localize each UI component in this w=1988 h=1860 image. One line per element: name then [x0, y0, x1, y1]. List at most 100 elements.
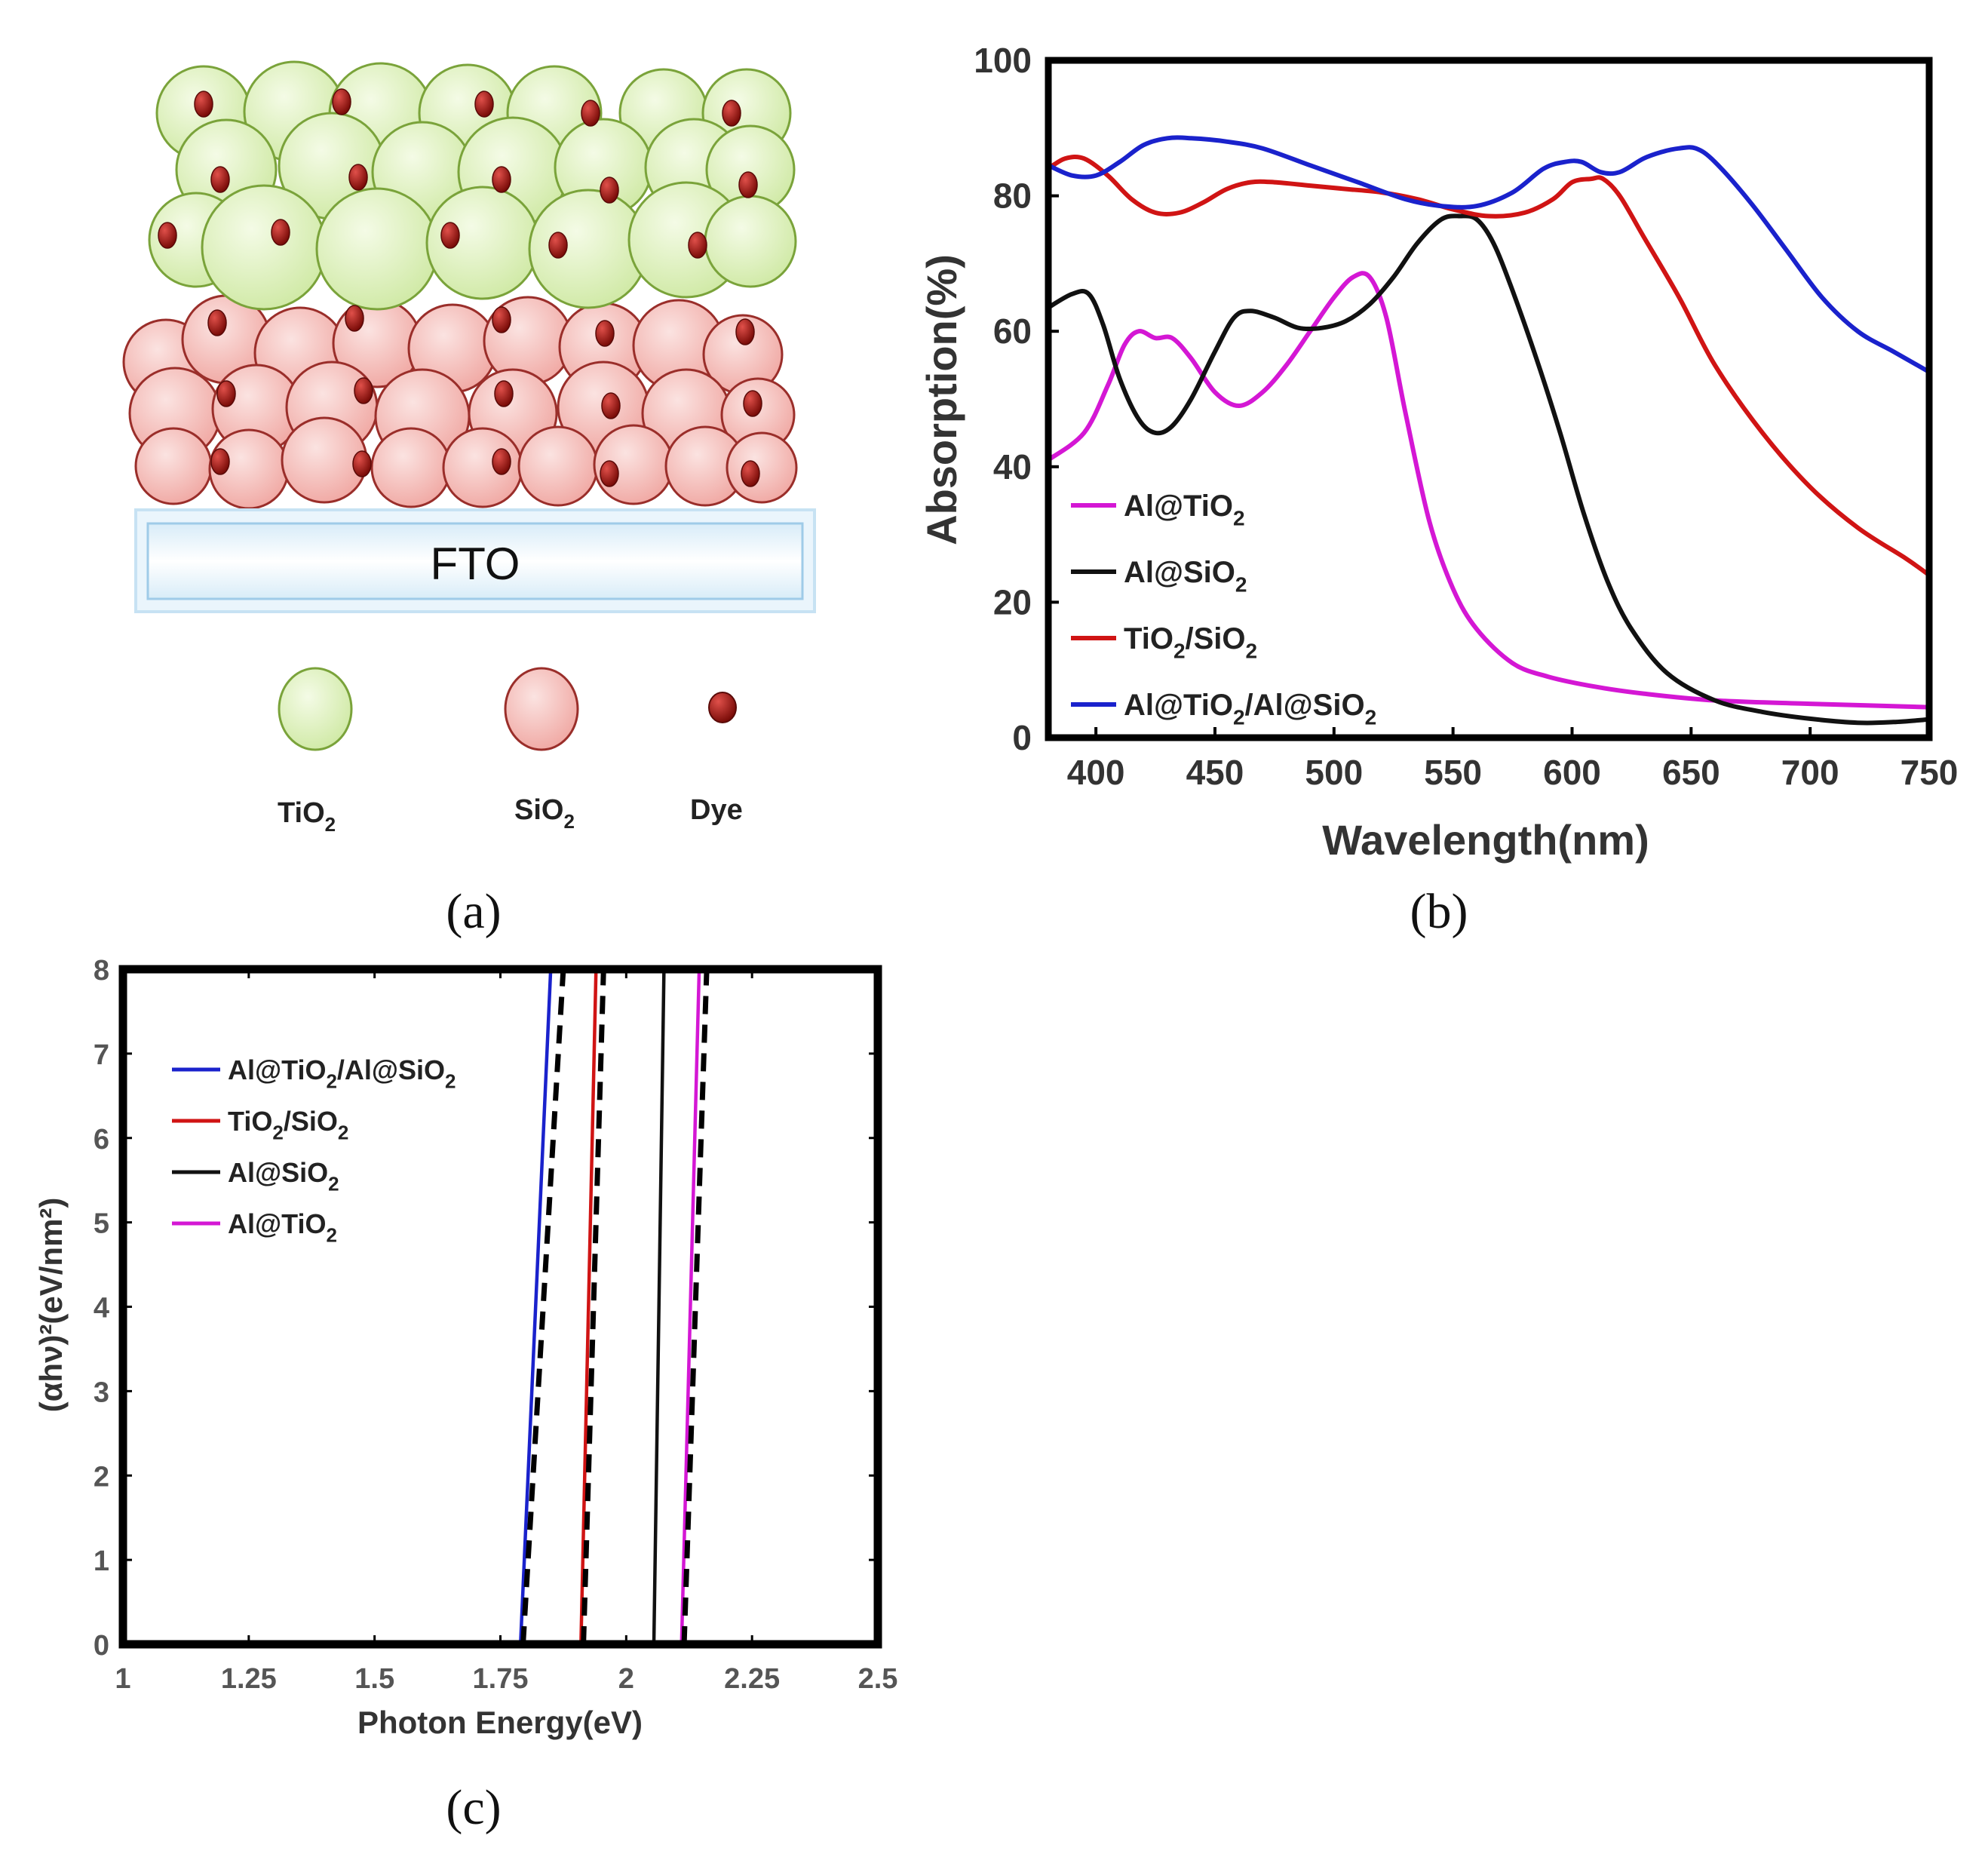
c-legend-label: Al@SiO2 [228, 1157, 339, 1195]
tio2-particle-swatch [278, 667, 353, 751]
dye-molecule [548, 232, 568, 259]
b-legend: Al@TiO2 Al@SiO2 TiO2/SiO2 Al@TiO2/Al@SiO2 [1071, 490, 1376, 729]
tio2-layer [148, 60, 797, 311]
c-x-tick-label: 1.25 [221, 1663, 277, 1695]
c-x-tick-label: 2.25 [724, 1663, 780, 1695]
dye-molecule [494, 380, 514, 407]
sio2-particle-swatch [504, 667, 579, 751]
b-x-tick-label: 650 [1662, 753, 1720, 792]
dye-molecule [332, 88, 351, 115]
fit-al-tio2-al-sio2 [520, 968, 566, 1645]
b-legend-label: TiO2/SiO2 [1124, 622, 1257, 663]
b-x-tick-label: 550 [1424, 753, 1482, 792]
dye-molecule [474, 91, 494, 118]
b-x-tick-label: 750 [1901, 753, 1959, 792]
dye-molecule [207, 309, 227, 336]
dye-molecule [738, 171, 758, 198]
b-series-line-al-sio2 [1046, 213, 1931, 726]
dye-molecule [741, 460, 760, 487]
caption-b: (b) [1410, 884, 1468, 939]
legend-a-tio2-label: TiO [278, 797, 325, 829]
legend-a-sio2: SiO2 [504, 667, 579, 833]
b-x-tick-label: 450 [1186, 753, 1244, 792]
dye-molecule [354, 377, 373, 404]
c-y-tick-label: 5 [94, 1208, 109, 1240]
sio2-particle [726, 431, 798, 504]
b-plot-frame [1045, 57, 1933, 741]
b-x-tick-label: 700 [1781, 753, 1839, 792]
sio2-particle [134, 427, 213, 505]
b-legend-label: Al@TiO2 [1124, 490, 1245, 530]
b-y-tick-label: 80 [993, 176, 1032, 216]
dye-molecule [216, 380, 236, 407]
c-y-tick-label: 4 [94, 1293, 109, 1324]
b-y-axis-label: Absorption(%) [918, 254, 965, 545]
fto-label: FTO [431, 539, 520, 589]
c-y-tick-label: 0 [94, 1630, 109, 1662]
dye-molecule [601, 392, 621, 419]
b-y-tick-label: 100 [974, 41, 1032, 80]
c-y-tick-label: 8 [94, 955, 109, 987]
dye-layer [158, 88, 762, 487]
dye-molecule [492, 306, 511, 333]
legend-a-sio2-label: SiO [514, 794, 563, 826]
dye-molecule [210, 448, 230, 475]
c-y-tick-label: 6 [94, 1124, 109, 1156]
caption-c: (c) [446, 1780, 501, 1835]
b-legend-label: Al@SiO2 [1124, 556, 1247, 597]
c-y-tick-label: 7 [94, 1039, 109, 1071]
svg-text:SiO2: SiO2 [514, 794, 575, 833]
dye-particle-swatch [708, 692, 737, 723]
dye-molecule [492, 166, 511, 193]
b-x-tick-label: 400 [1067, 753, 1125, 792]
b-x-tick-label: 500 [1305, 753, 1363, 792]
svg-text:TiO2: TiO2 [278, 797, 336, 836]
dye-molecule [595, 320, 615, 347]
b-series-line-al-tio2 [1046, 271, 1931, 710]
dye-molecule [743, 390, 762, 417]
b-y-tick-label: 20 [993, 582, 1032, 622]
dye-molecule [271, 219, 290, 246]
tio2-particle [315, 187, 439, 311]
dye-molecule [492, 448, 511, 475]
b-tick-labels: 400 450 500 550 600 650 700 750 0 20 40 60 80 100 [974, 41, 1958, 792]
dye-molecule [158, 222, 177, 249]
b-x-tick-label: 600 [1543, 753, 1601, 792]
legend-a-tio2-sub: 2 [325, 813, 336, 836]
c-x-tick-label: 1 [115, 1663, 130, 1695]
b-y-tick-label: 0 [1012, 718, 1032, 757]
c-legend-label: Al@TiO2 [228, 1208, 337, 1247]
dye-molecule [581, 100, 600, 127]
b-x-axis-label: Wavelength(nm) [1322, 816, 1649, 864]
tio2-particle [704, 195, 797, 288]
c-legend: Al@TiO2/Al@SiO2 TiO2/SiO2 Al@SiO2 Al@TiO2 [172, 1054, 456, 1247]
dye-molecule [722, 100, 741, 127]
b-y-tick-label: 60 [993, 312, 1032, 351]
b-y-tick-label: 40 [993, 447, 1032, 486]
b-series-line-al-tio2-al-sio2 [1046, 135, 1931, 375]
dye-molecule [600, 176, 619, 204]
legend-a-dye-label: Dye [690, 794, 743, 826]
b-ticks [1048, 59, 1931, 739]
dye-molecule [440, 222, 460, 249]
dye-molecule [600, 460, 619, 487]
panel-b: 400 450 500 550 600 650 700 750 0 20 40 60 80 100 Wav… [918, 41, 1958, 939]
c-legend-label: Al@TiO2/Al@SiO2 [228, 1054, 456, 1093]
c-x-tick-label: 2 [618, 1663, 634, 1695]
dye-molecule [345, 305, 364, 332]
fto-substrate: FTO [134, 508, 816, 613]
c-y-tick-label: 1 [94, 1545, 109, 1577]
dye-molecule [352, 450, 372, 477]
tio2-particle [201, 184, 327, 311]
sio2-particle [370, 427, 452, 508]
caption-a: (a) [446, 884, 501, 939]
sio2-particle [517, 425, 599, 507]
dye-molecule [210, 166, 230, 193]
dye-molecule [688, 232, 707, 259]
legend-a-dye: Dye [690, 692, 743, 826]
c-y-tick-label: 2 [94, 1461, 109, 1493]
legend-a-sio2-sub: 2 [563, 810, 574, 833]
